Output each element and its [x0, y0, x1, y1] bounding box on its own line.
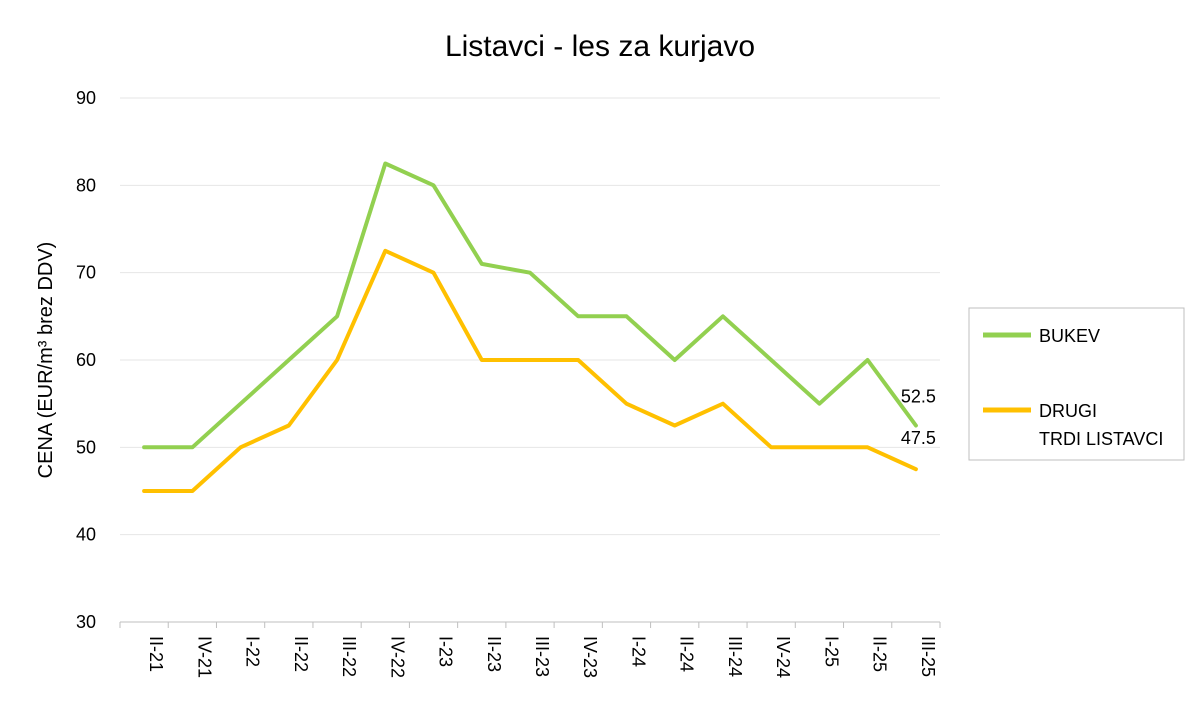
- x-tick-label: II-25: [870, 636, 890, 672]
- x-tick-label: I-24: [628, 636, 648, 667]
- y-tick-label: 80: [76, 175, 96, 195]
- x-axis: [119, 621, 941, 628]
- legend: BUKEV DRUGI TRDI LISTAVCI: [968, 307, 1185, 461]
- y-tick-label: 90: [76, 88, 96, 108]
- x-tick-label: III-22: [339, 636, 359, 677]
- x-tick-label: IV-22: [387, 636, 407, 678]
- series-line-bukev: [142, 161, 918, 450]
- y-tick-label: 40: [76, 525, 96, 545]
- chart-title: Listavci - les za kurjavo: [445, 30, 755, 63]
- y-tick-label: 60: [76, 350, 96, 370]
- x-tick-label: I-25: [821, 636, 841, 667]
- x-tick-label: III-23: [532, 636, 552, 677]
- x-tick-label: II-21: [146, 636, 166, 672]
- x-tick-label: II-23: [484, 636, 504, 672]
- x-tick-label: I-22: [243, 636, 263, 667]
- x-tick-label: IV-24: [773, 636, 793, 678]
- y-tick-label: 70: [76, 263, 96, 283]
- x-tick-label: III-24: [725, 636, 745, 677]
- y-axis-ticks: 30 40 50 60 70 80 90: [76, 88, 96, 632]
- legend-label-trdi-listavci: TRDI LISTAVCI: [1039, 429, 1163, 449]
- x-tick-label: III-25: [918, 636, 938, 677]
- x-axis-ticks: II-21 IV-21 I-22 II-22 III-22 IV-22 I-23 II-23 I…: [146, 636, 938, 678]
- series-lines: [142, 161, 918, 493]
- legend-label-drugi: DRUGI: [1039, 401, 1097, 421]
- data-labels: 52.5 47.5: [901, 387, 936, 449]
- series-line-drugi-trdi-listavci: [142, 248, 918, 493]
- y-axis-label: CENA (EUR/m³ brez DDV): [35, 242, 57, 479]
- x-tick-label: II-22: [291, 636, 311, 672]
- x-tick-label: IV-23: [580, 636, 600, 678]
- x-tick-label: I-23: [436, 636, 456, 667]
- y-tick-label: 30: [76, 612, 96, 632]
- data-label-drugi-last: 47.5: [901, 428, 936, 448]
- legend-label-bukev: BUKEV: [1039, 326, 1100, 346]
- grid-lines: [120, 97, 940, 536]
- data-label-bukev-last: 52.5: [901, 387, 936, 407]
- x-tick-label: II-24: [677, 636, 697, 672]
- y-tick-label: 50: [76, 437, 96, 457]
- x-tick-label: IV-21: [194, 636, 214, 678]
